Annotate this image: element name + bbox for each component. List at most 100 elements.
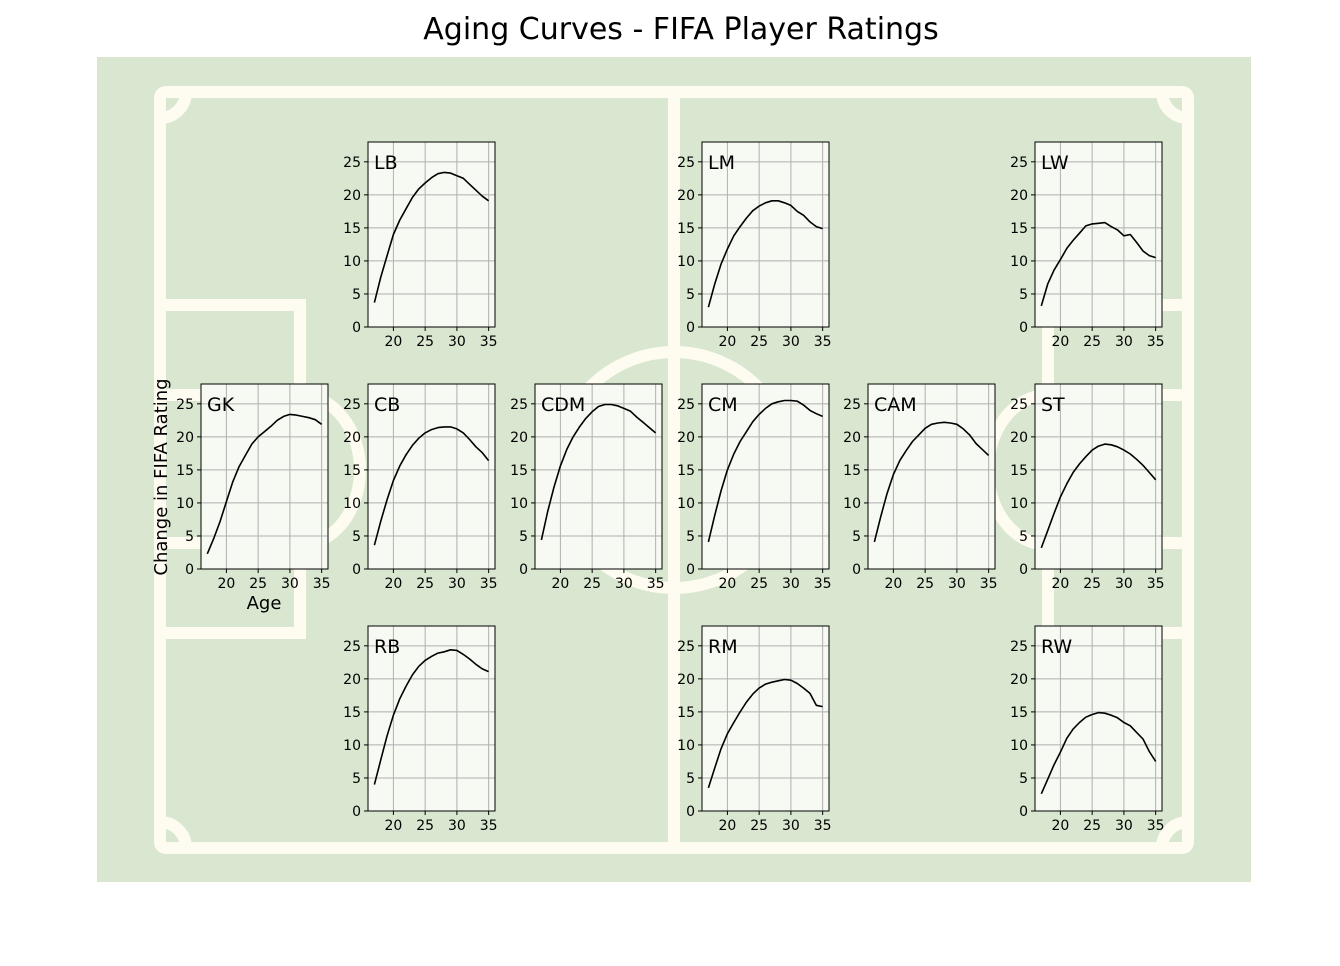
curve-rw <box>1040 711 1157 795</box>
panel-frame <box>1034 383 1163 570</box>
panel-frame <box>367 383 496 570</box>
curve-rm <box>707 678 823 789</box>
position-label-lm: LM <box>708 152 735 174</box>
panel-background <box>368 384 495 569</box>
y-tick-label: 15 <box>677 221 695 237</box>
x-tick-label: 30 <box>448 818 466 834</box>
y-tick-label: 0 <box>852 562 861 578</box>
position-label-cm: CM <box>708 394 738 416</box>
position-label-cdm: CDM <box>541 394 585 416</box>
y-tick-label: 25 <box>677 155 695 171</box>
y-tick-label: 10 <box>843 496 861 512</box>
x-tick-label: 30 <box>782 576 800 592</box>
x-tick-label: 30 <box>448 576 466 592</box>
y-tick-label: 20 <box>677 188 695 204</box>
y-tick-label: 10 <box>343 254 361 270</box>
y-tick-label: 10 <box>677 496 695 512</box>
x-tick-label: 35 <box>1147 334 1165 350</box>
y-tick-label: 5 <box>852 529 861 545</box>
corner-arc-bottom-right <box>1156 816 1189 849</box>
panel-background <box>201 384 328 569</box>
x-tick-label: 20 <box>718 334 736 350</box>
y-tick-label: 20 <box>843 430 861 446</box>
y-tick-label: 10 <box>176 496 194 512</box>
x-tick-label: 35 <box>1147 818 1165 834</box>
y-tick-label: 25 <box>510 397 528 413</box>
curve-cm <box>707 399 823 543</box>
x-tick-label: 30 <box>782 818 800 834</box>
y-tick-label: 15 <box>1010 705 1028 721</box>
x-tick-label: 20 <box>718 818 736 834</box>
y-tick-label: 25 <box>343 397 361 413</box>
y-tick-label: 0 <box>352 320 361 336</box>
y-tick-label: 5 <box>185 529 194 545</box>
panel-lm: 20 25 30 35 0 5 10 15 20 25 LM <box>677 141 832 350</box>
position-label-cb: CB <box>374 394 400 416</box>
panel-rb: 20 25 30 35 0 5 10 15 20 25 RB <box>343 625 498 834</box>
y-tick-label: 10 <box>510 496 528 512</box>
y-tick-label: 5 <box>1019 771 1028 787</box>
y-tick-label: 5 <box>686 529 695 545</box>
x-tick-label: 25 <box>1083 576 1101 592</box>
corner-arc-bottom-left <box>159 816 192 849</box>
curve-lb <box>373 171 490 303</box>
x-tick-label: 35 <box>647 576 665 592</box>
y-tick-label: 10 <box>343 496 361 512</box>
position-label-rb: RB <box>374 636 400 658</box>
y-tick-label: 25 <box>176 397 194 413</box>
panel-frame <box>534 383 663 570</box>
y-tick-label: 25 <box>343 639 361 655</box>
y-tick-label: 5 <box>519 529 528 545</box>
panel-background <box>702 384 829 569</box>
x-tick-label: 20 <box>884 576 902 592</box>
y-tick-label: 15 <box>343 463 361 479</box>
y-tick-label: 15 <box>1010 221 1028 237</box>
y-tick-label: 0 <box>1019 804 1028 820</box>
x-tick-label: 35 <box>1147 576 1165 592</box>
panel-background <box>1035 142 1162 327</box>
curve-lw <box>1040 221 1156 307</box>
x-tick-label: 30 <box>1115 818 1133 834</box>
y-tick-label: 5 <box>352 771 361 787</box>
panel-cm: 20 25 30 35 0 5 10 15 20 25 CM <box>677 383 832 592</box>
x-tick-label: 35 <box>480 334 498 350</box>
y-tick-label: 20 <box>677 672 695 688</box>
x-tick-label: 35 <box>814 576 832 592</box>
y-tick-label: 25 <box>677 639 695 655</box>
x-tick-label: 25 <box>750 334 768 350</box>
panel-frame <box>867 383 996 570</box>
y-tick-label: 0 <box>1019 562 1028 578</box>
curve-lm <box>707 200 823 308</box>
x-tick-label: 35 <box>480 818 498 834</box>
panel-st: 20 25 30 35 0 5 10 15 20 25 ST <box>1010 383 1165 592</box>
panel-frame <box>1034 625 1163 812</box>
x-tick-label: 20 <box>1051 334 1069 350</box>
position-label-rm: RM <box>708 636 738 658</box>
corner-arc-top-right <box>1156 91 1189 124</box>
panel-frame <box>200 383 329 570</box>
y-tick-label: 0 <box>352 804 361 820</box>
x-tick-label: 20 <box>718 576 736 592</box>
x-tick-label: 30 <box>448 334 466 350</box>
y-tick-label: 25 <box>1010 639 1028 655</box>
panel-frame <box>367 141 496 328</box>
panel-lw: 20 25 30 35 0 5 10 15 20 25 LW <box>1010 141 1165 350</box>
y-tick-label: 20 <box>510 430 528 446</box>
x-tick-label: 20 <box>1051 818 1069 834</box>
x-tick-label: 25 <box>916 576 934 592</box>
x-tick-label: 35 <box>480 576 498 592</box>
panel-background <box>868 384 995 569</box>
y-axis-label: Change in FIFA Rating <box>151 378 172 575</box>
y-tick-label: 0 <box>686 320 695 336</box>
x-tick-label: 25 <box>750 576 768 592</box>
x-tick-label: 25 <box>1083 818 1101 834</box>
y-tick-label: 0 <box>686 804 695 820</box>
x-tick-label: 25 <box>1083 334 1101 350</box>
x-tick-label: 20 <box>384 818 402 834</box>
x-tick-label: 20 <box>384 576 402 592</box>
y-tick-label: 10 <box>343 738 361 754</box>
x-tick-label: 35 <box>814 818 832 834</box>
y-tick-label: 5 <box>686 771 695 787</box>
x-tick-label: 20 <box>384 334 402 350</box>
panel-gk: 20 25 30 35 0 5 10 15 20 25 GK <box>176 383 331 592</box>
